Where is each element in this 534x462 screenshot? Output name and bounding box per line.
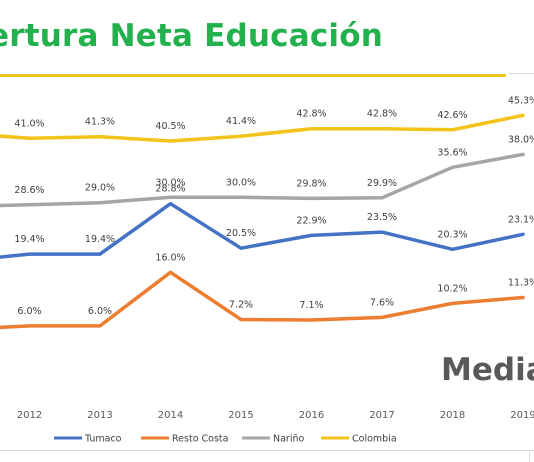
data-label-tumaco-2013: 19.4% — [85, 234, 115, 245]
x-tick-label-2018: 2018 — [440, 410, 465, 421]
x-tick-label-2013: 2013 — [87, 410, 112, 421]
chart-title: ertura Neta Educación — [0, 18, 383, 54]
data-label-tumaco-2017: 23.5% — [367, 212, 397, 223]
data-label-colombia-2014: 40.5% — [155, 121, 185, 132]
series-line-tumaco — [0, 201, 525, 259]
series-line-colombia — [0, 113, 525, 143]
data-label-tumaco-2018: 20.3% — [437, 229, 467, 240]
x-tick-label-2019: 2019 — [510, 410, 534, 421]
data-label-colombia-2018: 42.6% — [437, 110, 467, 121]
data-label-narino-2014: 30.0% — [155, 177, 185, 188]
data-label-tumaco-2016: 22.9% — [296, 215, 326, 226]
frame-side-line — [529, 452, 530, 462]
data-label-tumaco-2019: 23.1% — [508, 214, 534, 225]
data-label-resto-costa-2016: 7.1% — [299, 300, 323, 311]
data-label-resto-costa-2014: 16.0% — [155, 252, 185, 263]
title-underline — [0, 74, 506, 77]
data-label-narino-2015: 30.0% — [226, 177, 256, 188]
data-label-colombia-2017: 42.8% — [367, 109, 397, 120]
data-label-narino-2012: 28.6% — [14, 185, 44, 196]
data-label-colombia-2012: 41.0% — [14, 118, 44, 129]
data-label-narino-2018: 35.6% — [437, 147, 467, 158]
frame-top-line — [508, 73, 534, 74]
x-tick-label-2012: 2012 — [17, 410, 42, 421]
data-label-tumaco-2012: 19.4% — [14, 234, 44, 245]
data-label-resto-costa-2012: 6.0% — [17, 306, 41, 317]
data-label-resto-costa-2017: 7.6% — [370, 297, 394, 308]
x-axis-ticks: 2012 2013 2014 2015 2016 2017 2018 2019 — [17, 410, 534, 421]
data-label-tumaco-2014: 28.8% — [155, 184, 185, 195]
x-tick-label-2014: 2014 — [158, 410, 183, 421]
data-label-narino-2017: 29.9% — [367, 178, 397, 189]
legend-label-tumaco: Tumaco — [84, 434, 122, 445]
legend-label-colombia: Colombia — [352, 434, 397, 445]
data-label-resto-costa-2013: 6.0% — [88, 306, 112, 317]
data-label-narino-2019: 38.0% — [508, 134, 534, 145]
series-line-narino — [0, 152, 525, 208]
data-label-colombia-2013: 41.3% — [85, 117, 115, 128]
data-labels: 19.4% 19.4% 28.8% 20.5% 22.9% 23.5% 20.3% 23.1%… — [14, 95, 534, 317]
data-label-narino-2016: 29.8% — [296, 178, 326, 189]
data-label-tumaco-2015: 20.5% — [226, 228, 256, 239]
legend: Tumaco Resto Costa Nariño Colombia — [54, 434, 397, 445]
frame-bottom-line — [0, 450, 534, 451]
series-line-resto-costa — [0, 270, 525, 330]
data-label-resto-costa-2015: 7.2% — [229, 300, 253, 311]
x-tick-label-2016: 2016 — [299, 410, 324, 421]
legend-label-narino: Nariño — [273, 434, 304, 445]
x-tick-label-2015: 2015 — [228, 410, 253, 421]
data-label-colombia-2016: 42.8% — [296, 109, 326, 120]
x-tick-label-2017: 2017 — [369, 410, 394, 421]
series-lines — [0, 113, 525, 330]
data-label-colombia-2019: 45.3% — [508, 95, 534, 106]
data-label-colombia-2015: 41.4% — [226, 116, 256, 127]
data-label-resto-costa-2019: 11.3% — [508, 278, 534, 289]
legend-label-resto-costa: Resto Costa — [172, 434, 228, 445]
data-label-resto-costa-2018: 10.2% — [437, 283, 467, 294]
data-label-narino-2013: 29.0% — [85, 183, 115, 194]
section-label: Media — [441, 352, 534, 388]
